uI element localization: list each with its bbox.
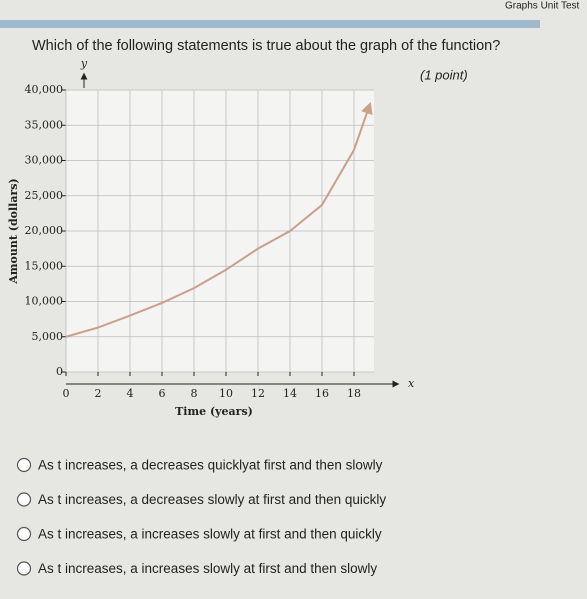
y-tick-label: 5,000 [32,330,64,343]
radio-button[interactable] [16,492,32,507]
x-symbol: x [408,377,415,390]
header-text: Graphs Unit Test [505,1,580,12]
y-tick-label: 0 [56,365,63,378]
x-tick-label: 14 [283,387,297,400]
y-tick-label: 20,000 [25,224,64,237]
y-symbol: y [80,57,88,70]
y-tick-label: 40,000 [25,83,64,96]
question: Which of the following statements is tru… [32,38,500,54]
radio-button[interactable] [16,457,32,473]
y-axis-title: Amount (dollars) [7,178,20,284]
option-text[interactable]: As t increases, a increases slowly at fi… [38,561,377,576]
x-tick-label: 18 [347,387,361,400]
x-tick-label: 4 [127,387,134,400]
y-tick-label: 25,000 [25,189,64,202]
curve [65,101,373,338]
y-tick-label: 15,000 [25,259,64,272]
option-text[interactable]: As t increases, a increases slowly at fi… [38,527,382,542]
radio-button[interactable] [16,561,32,576]
x-tick-label: 0 [63,387,70,400]
options: As t increases, a decreases quicklyat fi… [16,457,386,576]
x-tick-label: 12 [251,387,265,400]
x-tick-label: 10 [219,387,233,400]
x-tick-label: 6 [159,387,166,400]
y-tick-label: 30,000 [25,154,64,167]
radio-button[interactable] [16,526,32,542]
option-text[interactable]: As t increases, a decreases slowly at fi… [38,492,386,507]
x-tick-label: 2 [95,387,102,400]
y-tick-label: 35,000 [25,118,64,131]
header-bar [0,20,540,28]
chart: 0 5,000 10,000 15,000 20,000 25,000 30,000 35,0… [7,57,415,418]
y-tick-label: 10,000 [25,295,64,308]
x-tick-label: 16 [315,387,329,400]
x-axis-title: Time (years) [175,405,253,418]
x-tick-label: 8 [191,387,198,400]
points: (1 point) [420,67,468,82]
option-text[interactable]: As t increases, a decreases quicklyat fi… [38,458,383,473]
